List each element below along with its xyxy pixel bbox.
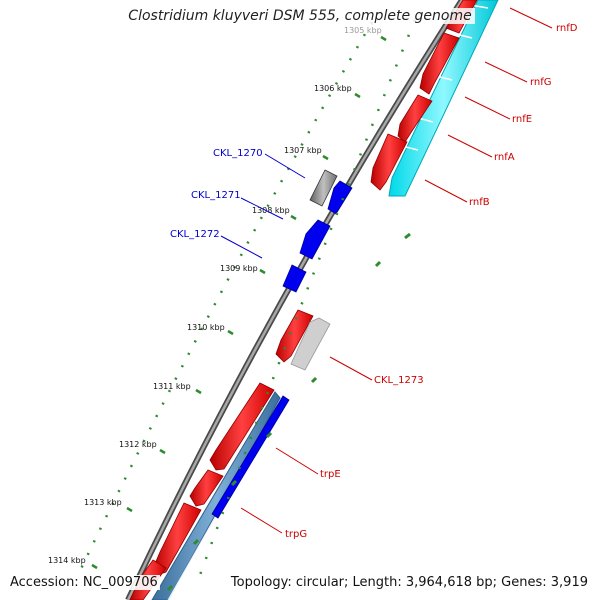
gene-label-ckl1270[interactable]: CKL_1270 [213,148,263,159]
gene-label-rnfB[interactable]: rnfB [469,197,490,208]
tick-label-1309: 1309 kbp [220,264,258,273]
gene-lightgray-1273 [290,317,331,371]
gene-label-ckl1273[interactable]: CKL_1273 [374,375,424,386]
genome-backbone [125,0,465,600]
gene-label-rnfG[interactable]: rnfG [530,77,552,88]
tick-label-1313: 1313 kbp [84,498,122,507]
gene-blue-ckl1271 [299,219,331,260]
gene-label-rnfD[interactable]: rnfD [556,23,578,34]
gene-label-ckl1272[interactable]: CKL_1272 [170,229,220,240]
inner-ruler-dotted [198,19,417,576]
gene-label-ckl1271[interactable]: CKL_1271 [191,190,241,201]
gene-blue-small [327,180,353,215]
tick-label-1311: 1311 kbp [153,382,191,391]
tick-label-1305: 1305 kbp [344,26,382,35]
ruler-ticks [91,35,387,570]
gene-label-trpG[interactable]: trpG [285,529,307,540]
accession-label: Accession: NC_009706 [8,575,160,590]
gene-gray-ckl1270 [309,169,338,207]
map-title: Clostridium kluyveri DSM 555, complete g… [0,8,600,24]
gene-blue-ckl1272 [282,264,307,293]
tick-label-1310: 1310 kbp [187,323,225,332]
gene-label-rnfA[interactable]: rnfA [494,152,515,163]
gene-blue-trpE [211,395,290,519]
genome-summary: Topology: circular; Length: 3,964,618 bp… [228,575,590,590]
steelblue-track [151,391,281,600]
tick-label-1314: 1314 kbp [48,556,86,565]
forward-genes-lower [129,382,275,600]
tick-label-1312: 1312 kbp [119,440,157,449]
forward-genes-upper [370,0,478,191]
gene-label-trpE[interactable]: trpE [320,469,341,480]
tick-label-1308: 1308 kbp [252,206,290,215]
tick-label-1306: 1306 kbp [314,84,352,93]
gene-label-rnfE[interactable]: rnfE [512,114,532,125]
cyan-track [388,0,499,197]
tick-label-1307: 1307 kbp [284,146,322,155]
